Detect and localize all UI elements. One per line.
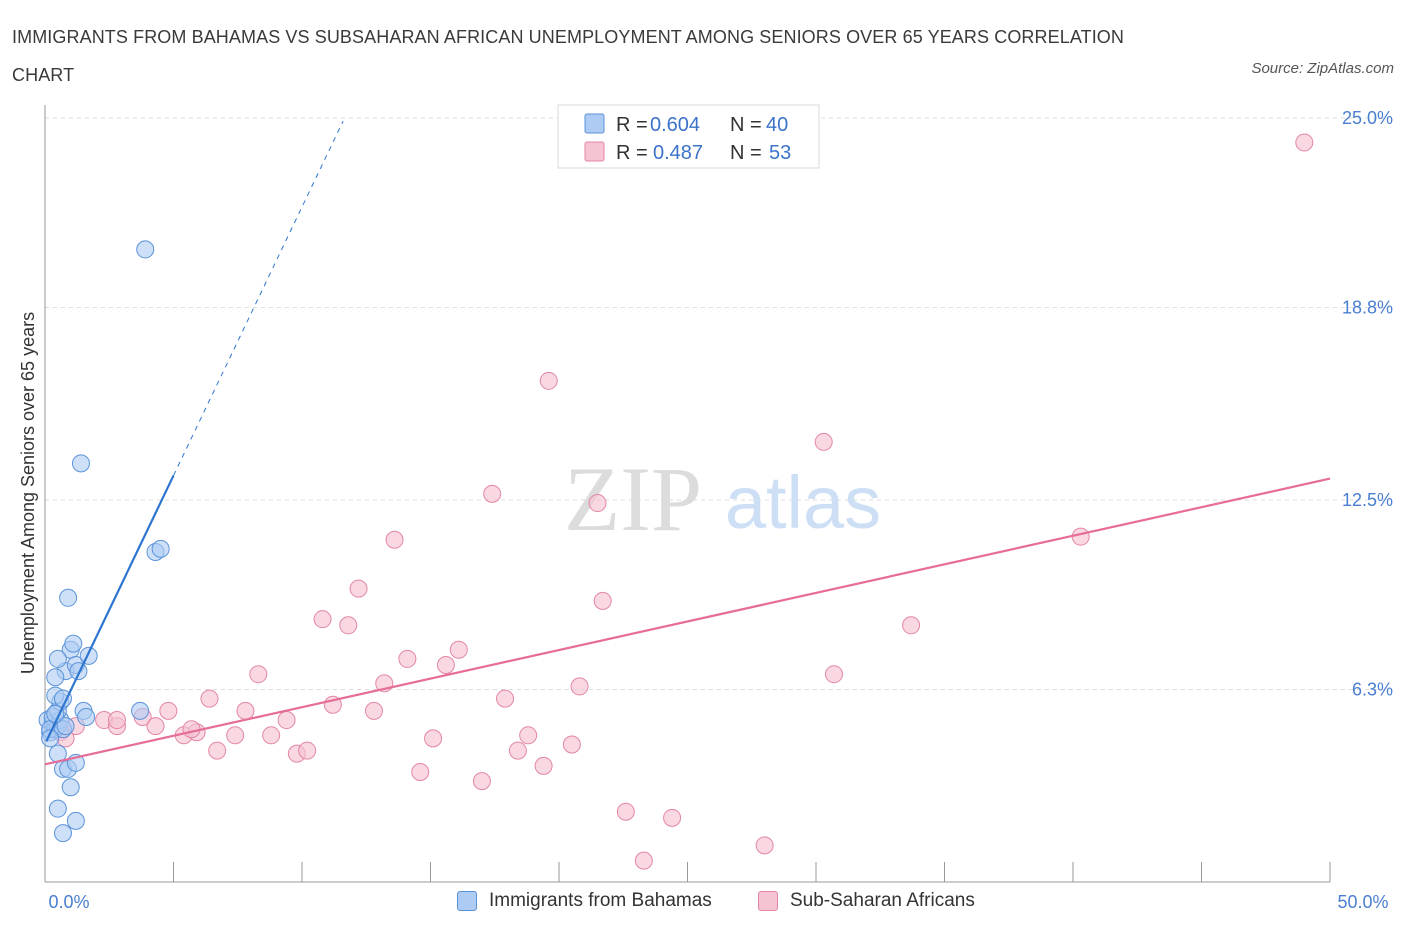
data-point-bahamas <box>59 588 78 607</box>
data-point-subsaharan <box>208 741 227 760</box>
legend-n-value-pink: 53 <box>769 142 791 164</box>
legend-swatch-pink <box>584 141 605 162</box>
data-point-subsaharan <box>159 701 178 720</box>
data-point-subsaharan <box>519 726 538 745</box>
y-tick-label: 18.8% <box>1342 297 1393 317</box>
data-point-subsaharan <box>146 717 165 736</box>
data-point-subsaharan <box>483 484 502 503</box>
data-point-subsaharan <box>472 772 491 791</box>
data-point-subsaharan <box>616 802 635 821</box>
data-point-subsaharan <box>339 616 358 635</box>
data-point-subsaharan <box>411 762 430 781</box>
data-point-subsaharan <box>562 735 581 754</box>
y-axis-label: Unemployment Among Seniors over 65 years <box>18 312 38 674</box>
watermark-zip: ZIP <box>564 448 702 550</box>
data-point-subsaharan <box>313 610 332 629</box>
y-tick-label: 12.5% <box>1342 490 1393 510</box>
data-point-subsaharan <box>755 836 774 855</box>
data-point-subsaharan <box>200 689 219 708</box>
watermark-atlas: atlas <box>725 461 881 544</box>
data-point-subsaharan <box>508 741 527 760</box>
data-point-bahamas <box>48 649 67 668</box>
legend-n-label-blue: N = <box>730 114 762 136</box>
tick-labels: 6.3% 12.5% 18.8% 25.0% 0.0% 50.0% <box>48 108 1393 912</box>
data-point-subsaharan <box>588 494 607 513</box>
x-tick-label: 50.0% <box>1337 892 1388 912</box>
data-point-bahamas <box>79 646 98 665</box>
data-point-bahamas <box>41 729 60 748</box>
data-point-subsaharan <box>539 371 558 390</box>
y-tick-label: 25.0% <box>1342 108 1393 128</box>
bottom-legend-item-subsaharan[interactable]: Sub-Saharan Africans <box>758 890 975 912</box>
data-point-subsaharan <box>1071 527 1090 546</box>
chart-title: IMMIGRANTS FROM BAHAMAS VS SUBSAHARAN AF… <box>12 27 1125 85</box>
trend-lines <box>44 120 1331 766</box>
axes <box>44 105 1331 883</box>
bottom-legend-label-bahamas: Immigrants from Bahamas <box>489 890 712 911</box>
data-point-subsaharan <box>1295 133 1314 152</box>
legend-box: R = 0.604 N = 40 R = 0.487 N = 53 <box>557 104 820 169</box>
data-point-bahamas <box>77 707 96 726</box>
legend-r-value-pink: 0.487 <box>653 142 703 164</box>
y-tick-label: 6.3% <box>1352 679 1393 699</box>
trend-line-bahamas <box>45 475 175 742</box>
legend-n-value-blue: 40 <box>766 114 788 136</box>
data-point-subsaharan <box>277 711 296 730</box>
data-point-bahamas <box>151 539 170 558</box>
trend-line-bahamas-extension <box>173 120 344 476</box>
data-point-subsaharan <box>449 640 468 659</box>
data-point-subsaharan <box>398 649 417 668</box>
data-point-bahamas <box>48 799 67 818</box>
x-tick-label: 0.0% <box>48 892 89 912</box>
legend-r-label-blue: R = <box>616 114 648 136</box>
legend-swatch-bahamas <box>457 891 477 911</box>
legend-swatch-subsaharan <box>758 891 778 911</box>
data-point-bahamas <box>61 778 80 797</box>
data-point-bahamas <box>69 662 88 681</box>
data-point-subsaharan <box>424 729 443 748</box>
data-point-bahamas <box>53 824 72 843</box>
data-point-bahamas <box>71 454 90 473</box>
data-point-subsaharan <box>182 720 201 739</box>
data-point-subsaharan <box>634 851 653 870</box>
data-point-subsaharan <box>349 579 368 598</box>
bottom-legend: Immigrants from Bahamas Sub-Saharan Afri… <box>0 888 1406 918</box>
data-point-subsaharan <box>249 665 268 684</box>
trend-line-subsaharan <box>44 477 1331 766</box>
bottom-legend-label-subsaharan: Sub-Saharan Africans <box>790 890 975 911</box>
data-point-bahamas <box>131 701 150 720</box>
data-point-subsaharan <box>107 711 126 730</box>
data-point-bahamas <box>64 634 83 653</box>
data-point-subsaharan <box>593 591 612 610</box>
data-point-subsaharan <box>814 432 833 451</box>
gridlines <box>45 117 1390 690</box>
bottom-legend-item-bahamas[interactable]: Immigrants from Bahamas <box>457 890 712 912</box>
legend-r-value-blue: 0.604 <box>650 114 700 136</box>
data-point-bahamas <box>66 811 85 830</box>
data-point-subsaharan <box>236 701 255 720</box>
data-point-bahamas <box>46 668 65 687</box>
data-point-subsaharan <box>534 756 553 775</box>
data-point-subsaharan <box>385 530 404 549</box>
data-point-bahamas <box>56 717 75 736</box>
data-point-subsaharan <box>262 726 281 745</box>
legend-r-label-pink: R = <box>616 142 648 164</box>
legend-swatch-blue <box>584 113 605 134</box>
data-point-subsaharan <box>298 741 317 760</box>
data-point-bahamas <box>136 240 155 259</box>
watermark: ZIP atlas <box>564 448 881 550</box>
source-label: Source: ZipAtlas.com <box>1251 60 1394 77</box>
legend-n-label-pink: N = <box>730 142 762 164</box>
data-point-subsaharan <box>226 726 245 745</box>
data-point-subsaharan <box>663 808 682 827</box>
data-point-subsaharan <box>570 677 589 696</box>
data-point-subsaharan <box>496 689 515 708</box>
data-point-subsaharan <box>902 616 921 635</box>
data-point-subsaharan <box>364 701 383 720</box>
data-point-subsaharan <box>824 665 843 684</box>
data-point-subsaharan <box>436 656 455 675</box>
